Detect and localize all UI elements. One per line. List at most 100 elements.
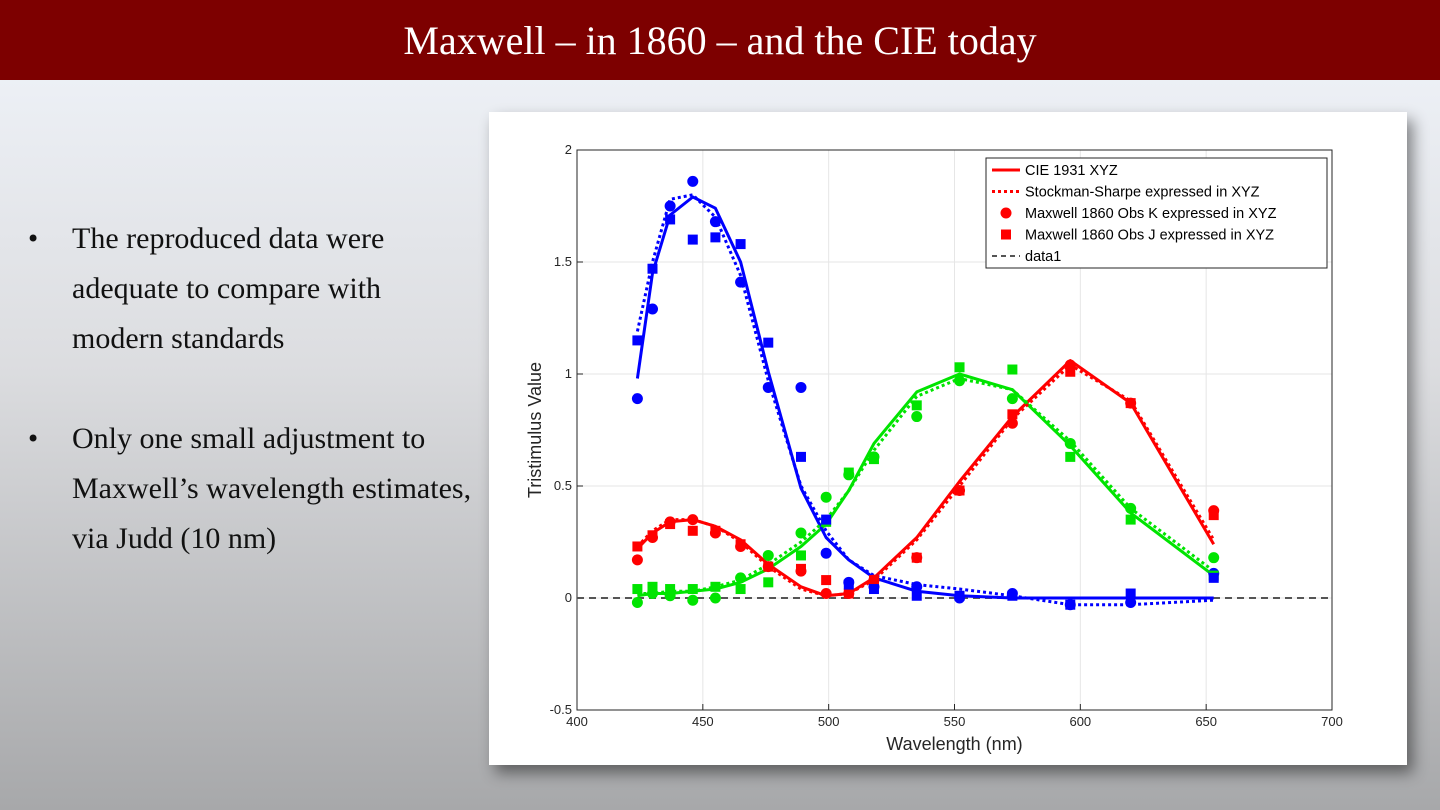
maxwell-obs-k-point	[735, 572, 747, 584]
x-axis-label: Wavelength (nm)	[886, 734, 1022, 754]
legend-swatch-circle	[1000, 207, 1012, 219]
x-tick-label: 450	[692, 714, 714, 729]
maxwell-obs-k-point	[1006, 417, 1018, 429]
maxwell-obs-j-point	[632, 584, 643, 595]
maxwell-obs-j-point	[911, 552, 922, 563]
maxwell-obs-k-point	[735, 276, 747, 288]
maxwell-obs-j-point	[821, 575, 832, 586]
chart-card: 400 450 500 550 600 650 700 -0.5 0 0.5 1 1.5 2 Wavele…	[489, 112, 1407, 765]
maxwell-obs-j-point	[1007, 590, 1018, 601]
maxwell-obs-j-point	[735, 584, 746, 595]
maxwell-obs-j-point	[795, 563, 806, 574]
maxwell-obs-j-point	[665, 519, 676, 530]
maxwell-obs-j-point	[954, 485, 965, 496]
bullet-item: • The reproduced data were adequate to c…	[24, 214, 474, 364]
maxwell-obs-k-point	[954, 375, 966, 387]
maxwell-obs-j-point	[821, 514, 832, 525]
maxwell-obs-j-point	[710, 581, 721, 592]
bullet-text: Only one small adjustment to Maxwell’s w…	[72, 422, 472, 555]
maxwell-obs-k-point	[647, 303, 658, 315]
maxwell-obs-j-point	[795, 550, 806, 561]
x-tick-label: 700	[1321, 714, 1343, 729]
maxwell-obs-k-point	[795, 381, 807, 393]
maxwell-obs-k-point	[911, 581, 923, 593]
maxwell-obs-k-point	[687, 594, 699, 606]
bullet-text: The reproduced data were adequate to com…	[72, 222, 385, 355]
maxwell-obs-k-point	[1006, 393, 1018, 405]
maxwell-obs-k-point	[687, 175, 699, 187]
maxwell-obs-j-point	[710, 525, 721, 536]
maxwell-obs-j-point	[868, 584, 879, 595]
y-tick-label: 1	[565, 366, 572, 381]
x-tick-label: 550	[944, 714, 966, 729]
legend-box	[985, 157, 1328, 269]
maxwell-obs-j-point	[763, 337, 774, 348]
maxwell-obs-k-point	[795, 527, 807, 539]
tristimulus-chart: 400 450 500 550 600 650 700 -0.5 0 0.5 1 1.5 2 Wavele…	[525, 142, 1343, 754]
maxwell-obs-j-point	[632, 335, 643, 346]
maxwell-obs-k-point	[1064, 437, 1076, 449]
maxwell-obs-j-point	[911, 590, 922, 601]
maxwell-obs-j-point	[1007, 409, 1018, 420]
bullet-glyph: •	[26, 425, 41, 453]
maxwell-obs-j-point	[1125, 514, 1136, 525]
maxwell-obs-j-point	[687, 584, 698, 595]
maxwell-obs-j-point	[1065, 366, 1076, 377]
maxwell-obs-j-point	[647, 263, 658, 274]
maxwell-obs-j-point	[735, 539, 746, 550]
maxwell-obs-j-point	[1007, 364, 1018, 375]
stockman-sharpe-series-line	[635, 193, 1214, 607]
maxwell-obs-j-point	[763, 577, 774, 588]
maxwell-obs-j-point	[868, 454, 879, 465]
maxwell-obs-j-point	[1125, 398, 1136, 409]
legend-label: Maxwell 1860 Obs K expressed in XYZ	[1025, 206, 1277, 222]
y-tick-label: 0.5	[554, 478, 572, 493]
x-tick-label: 400	[566, 714, 588, 729]
maxwell-obs-k-point	[1125, 596, 1137, 608]
maxwell-obs-j-point	[687, 234, 698, 245]
bullet-glyph: •	[26, 225, 41, 253]
bullet-list: • The reproduced data were adequate to c…	[24, 214, 474, 614]
maxwell-obs-k-point	[820, 588, 832, 600]
bullet-item: • Only one small adjustment to Maxwell’s…	[24, 414, 474, 564]
maxwell-obs-j-point	[647, 530, 658, 541]
maxwell-obs-j-point	[647, 581, 658, 592]
maxwell-obs-j-point	[1208, 510, 1219, 521]
maxwell-obs-j-point	[795, 451, 806, 462]
maxwell-obs-j-point	[843, 588, 854, 599]
maxwell-obs-j-point	[1065, 451, 1076, 462]
legend-swatch-square	[1001, 229, 1011, 240]
maxwell-obs-k-point	[709, 592, 721, 604]
maxwell-obs-j-point	[843, 579, 854, 590]
maxwell-obs-j-point	[954, 590, 965, 601]
y-axis-label: Tristimulus Value	[525, 362, 545, 498]
maxwell-obs-k-point	[631, 393, 643, 405]
maxwell-obs-j-point	[868, 575, 879, 586]
y-tick-label: 2	[565, 142, 572, 157]
x-tick-label: 650	[1195, 714, 1217, 729]
maxwell-obs-j-point	[1065, 599, 1076, 610]
maxwell-obs-j-point	[763, 561, 774, 572]
stockman-sharpe-series-line	[636, 363, 1215, 598]
maxwell-obs-j-point	[665, 214, 676, 225]
maxwell-obs-k-point	[687, 514, 699, 526]
maxwell-obs-k-point	[820, 547, 832, 559]
y-tick-label: 0	[565, 590, 572, 605]
maxwell-obs-k-point	[631, 554, 643, 566]
y-tick-label: -0.5	[550, 702, 572, 717]
maxwell-obs-j-point	[710, 232, 721, 243]
legend-label: CIE 1931 XYZ	[1025, 163, 1118, 179]
legend-label: Stockman-Sharpe expressed in XYZ	[1025, 185, 1260, 201]
maxwell-obs-j-point	[632, 541, 643, 552]
y-tick-label: 1.5	[554, 254, 572, 269]
maxwell-obs-k-point	[762, 549, 774, 561]
maxwell-obs-k-point	[911, 411, 923, 423]
legend-label: data1	[1025, 249, 1061, 265]
slide-title: Maxwell – in 1860 – and the CIE today	[0, 0, 1440, 80]
maxwell-obs-j-point	[735, 239, 746, 250]
maxwell-obs-j-point	[911, 400, 922, 411]
maxwell-obs-k-point	[762, 381, 774, 393]
maxwell-obs-j-point	[1125, 588, 1136, 599]
maxwell-obs-k-point	[631, 596, 643, 608]
maxwell-obs-j-point	[843, 467, 854, 478]
